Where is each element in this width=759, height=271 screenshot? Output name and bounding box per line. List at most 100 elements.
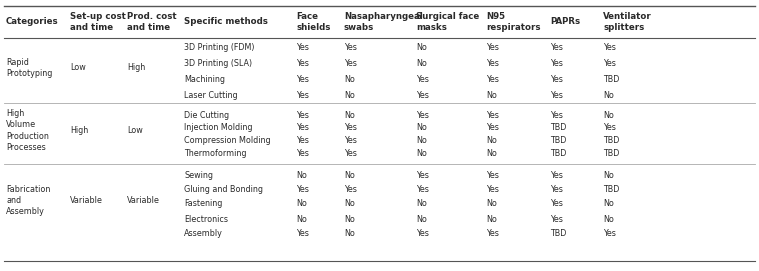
Text: Yes: Yes	[486, 185, 499, 193]
Text: Yes: Yes	[296, 124, 309, 133]
Text: Prod. cost
and time: Prod. cost and time	[127, 12, 176, 32]
Text: Injection Molding: Injection Molding	[184, 124, 253, 133]
Text: Yes: Yes	[486, 76, 499, 85]
Text: Face
shields: Face shields	[296, 12, 330, 32]
Text: Yes: Yes	[296, 44, 309, 53]
Text: TBD: TBD	[603, 76, 620, 85]
Text: Yes: Yes	[416, 92, 429, 101]
Text: TBD: TBD	[550, 124, 567, 133]
Text: TBD: TBD	[550, 137, 567, 146]
Text: Yes: Yes	[550, 170, 563, 179]
Text: Yes: Yes	[550, 185, 563, 193]
Text: Yes: Yes	[296, 230, 309, 238]
Text: Yes: Yes	[296, 150, 309, 159]
Text: Yes: Yes	[486, 60, 499, 69]
Text: Yes: Yes	[550, 92, 563, 101]
Text: High
Volume
Production
Processes: High Volume Production Processes	[6, 109, 49, 152]
Text: Yes: Yes	[296, 185, 309, 193]
Text: Yes: Yes	[344, 137, 357, 146]
Text: TBD: TBD	[603, 185, 620, 193]
Text: Yes: Yes	[344, 44, 357, 53]
Text: Yes: Yes	[486, 230, 499, 238]
Text: Yes: Yes	[296, 76, 309, 85]
Text: Yes: Yes	[550, 60, 563, 69]
Text: Machining: Machining	[184, 76, 225, 85]
Text: No: No	[486, 92, 496, 101]
Text: Yes: Yes	[550, 76, 563, 85]
Text: Surgical face
masks: Surgical face masks	[416, 12, 479, 32]
Text: Yes: Yes	[416, 185, 429, 193]
Text: Yes: Yes	[603, 44, 616, 53]
Text: No: No	[416, 124, 427, 133]
Text: No: No	[603, 199, 614, 208]
Text: Yes: Yes	[344, 150, 357, 159]
Text: No: No	[344, 92, 354, 101]
Text: Low: Low	[70, 63, 86, 73]
Text: No: No	[344, 199, 354, 208]
Text: Yes: Yes	[344, 124, 357, 133]
Text: No: No	[603, 170, 614, 179]
Text: 3D Printing (FDM): 3D Printing (FDM)	[184, 44, 255, 53]
Text: Yes: Yes	[550, 111, 563, 120]
Text: No: No	[344, 230, 354, 238]
Text: High: High	[70, 126, 88, 135]
Text: PAPRs: PAPRs	[550, 18, 581, 27]
Text: Low: Low	[127, 126, 143, 135]
Text: Yes: Yes	[416, 230, 429, 238]
Text: No: No	[416, 60, 427, 69]
Text: TBD: TBD	[550, 230, 567, 238]
Text: Die Cutting: Die Cutting	[184, 111, 229, 120]
Text: Yes: Yes	[416, 76, 429, 85]
Text: No: No	[344, 170, 354, 179]
Text: Yes: Yes	[486, 124, 499, 133]
Text: Yes: Yes	[603, 124, 616, 133]
Text: Yes: Yes	[486, 111, 499, 120]
Text: N95
respirators: N95 respirators	[486, 12, 540, 32]
Text: Laser Cutting: Laser Cutting	[184, 92, 238, 101]
Text: Yes: Yes	[550, 199, 563, 208]
Text: No: No	[344, 215, 354, 224]
Text: No: No	[416, 199, 427, 208]
Text: No: No	[416, 137, 427, 146]
Text: Yes: Yes	[603, 60, 616, 69]
Text: Yes: Yes	[486, 44, 499, 53]
Text: No: No	[296, 170, 307, 179]
Text: Gluing and Bonding: Gluing and Bonding	[184, 185, 263, 193]
Text: No: No	[486, 137, 496, 146]
Text: Yes: Yes	[603, 230, 616, 238]
Text: Yes: Yes	[486, 170, 499, 179]
Text: Yes: Yes	[344, 185, 357, 193]
Text: Yes: Yes	[296, 92, 309, 101]
Text: Variable: Variable	[70, 196, 102, 205]
Text: Set-up cost
and time: Set-up cost and time	[70, 12, 126, 32]
Text: Sewing: Sewing	[184, 170, 213, 179]
Text: No: No	[416, 150, 427, 159]
Text: No: No	[486, 199, 496, 208]
Text: Yes: Yes	[416, 111, 429, 120]
Text: Compression Molding: Compression Molding	[184, 137, 271, 146]
Text: Yes: Yes	[344, 60, 357, 69]
Text: Electronics: Electronics	[184, 215, 228, 224]
Text: TBD: TBD	[550, 150, 567, 159]
Text: Thermoforming: Thermoforming	[184, 150, 247, 159]
Text: Yes: Yes	[416, 170, 429, 179]
Text: Assembly: Assembly	[184, 230, 223, 238]
Text: No: No	[296, 215, 307, 224]
Text: Ventilator
splitters: Ventilator splitters	[603, 12, 652, 32]
Text: Yes: Yes	[296, 60, 309, 69]
Text: Fastening: Fastening	[184, 199, 223, 208]
Text: High: High	[127, 63, 145, 73]
Text: No: No	[344, 76, 354, 85]
Text: Yes: Yes	[296, 137, 309, 146]
Text: No: No	[486, 150, 496, 159]
Text: No: No	[344, 111, 354, 120]
Text: No: No	[296, 199, 307, 208]
Text: No: No	[603, 111, 614, 120]
Text: No: No	[603, 92, 614, 101]
Text: Nasapharyngeal
swabs: Nasapharyngeal swabs	[344, 12, 423, 32]
Text: Yes: Yes	[550, 44, 563, 53]
Text: Variable: Variable	[127, 196, 159, 205]
Text: No: No	[486, 215, 496, 224]
Text: Specific methods: Specific methods	[184, 18, 269, 27]
Text: Fabrication
and
Assembly: Fabrication and Assembly	[6, 185, 50, 216]
